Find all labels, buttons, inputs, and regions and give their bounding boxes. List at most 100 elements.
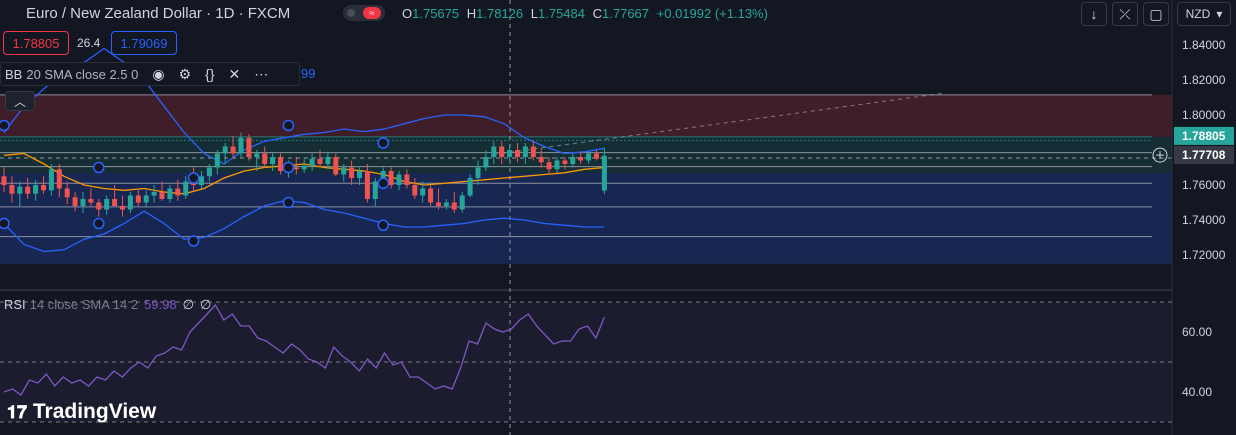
candle-body xyxy=(428,188,434,203)
price-label: 1.77708 xyxy=(1182,148,1226,162)
low-label: L xyxy=(530,6,538,21)
candle-body xyxy=(491,146,497,157)
collapse-legend-button[interactable]: ︿ xyxy=(5,91,35,111)
candle-body xyxy=(388,171,394,185)
symbol-title[interactable]: Euro / New Zealand Dollar · 1D · FXCM xyxy=(26,5,291,22)
fullscreen-icon: ▢ xyxy=(1149,5,1163,22)
price-tick-label: 1.74000 xyxy=(1182,213,1226,227)
market-status-indicator[interactable]: ≈ xyxy=(343,5,385,21)
candle-body xyxy=(467,178,473,196)
rsi-extra-2: ∅ xyxy=(199,297,212,312)
close-label: C xyxy=(592,6,603,21)
collapse-button[interactable]: ⤫ xyxy=(1112,2,1138,26)
candle-body xyxy=(562,160,568,164)
candle-body xyxy=(483,157,489,168)
buy-button[interactable]: 1.79069 xyxy=(111,31,177,55)
candle-body xyxy=(364,171,370,199)
candle-body xyxy=(120,206,125,210)
candle-body xyxy=(175,188,181,196)
candle-body xyxy=(293,167,299,170)
rsi-legend[interactable]: RSI 14 close SMA 14 2 59.98 ∅ ∅ xyxy=(4,297,211,313)
price-label-bg xyxy=(1174,126,1234,145)
add-alert-icon xyxy=(1152,147,1168,163)
candle-body xyxy=(459,195,465,210)
band-marker xyxy=(0,217,10,230)
logo-text: TradingView xyxy=(32,400,157,423)
gear-icon[interactable]: ⚙ xyxy=(178,65,192,82)
chevron-down-icon: ▾ xyxy=(1216,7,1223,21)
candle-body xyxy=(41,185,46,191)
band-marker xyxy=(377,177,389,189)
zone-blue xyxy=(0,172,1172,264)
candle-body xyxy=(412,185,418,196)
zone-red xyxy=(0,94,1172,137)
candle-body xyxy=(167,188,173,199)
candle-body xyxy=(586,153,592,161)
ohlc-values: O1.75675 H1.78126 L1.75484 C1.77667 +0.0… xyxy=(402,6,768,21)
indicator-name: BB xyxy=(5,66,23,82)
candle-body xyxy=(64,188,70,198)
fullscreen-button[interactable]: ▢ xyxy=(1143,2,1169,26)
candle-body xyxy=(183,181,189,196)
candle-body xyxy=(404,174,410,185)
tradingview-logo: 𝟏𝟕 TradingView xyxy=(7,400,156,424)
price-tick-label: 1.72000 xyxy=(1182,248,1226,262)
candle-body xyxy=(522,146,528,157)
candle-body xyxy=(88,199,94,203)
candle-body xyxy=(127,195,133,210)
candle-body xyxy=(309,158,315,166)
candle-body xyxy=(112,199,118,206)
spread-value: 26.4 xyxy=(77,36,101,50)
band-marker xyxy=(377,219,389,231)
band-marker xyxy=(377,137,389,149)
bb-indicator-legend[interactable]: BB 20 SMA close 2.5 0 ◉ ⚙ {} ✕ ⋯ xyxy=(0,62,300,86)
close-value: 1.77667 xyxy=(602,6,650,21)
candle-body xyxy=(1,176,7,185)
price-tick-label: 1.84000 xyxy=(1182,38,1226,52)
candle-body xyxy=(33,185,39,194)
candle-body xyxy=(420,188,426,196)
candle-body xyxy=(80,199,86,206)
candle-body xyxy=(254,153,260,157)
candle-body xyxy=(325,157,331,164)
rsi-tick-label: 60.00 xyxy=(1182,325,1212,339)
tv-logo-icon: 𝟏𝟕 xyxy=(7,402,28,422)
price-label-bg xyxy=(1174,146,1234,165)
candle-body xyxy=(507,150,513,157)
candle-body xyxy=(443,202,449,206)
rsi-name: RSI xyxy=(4,297,26,312)
rsi-tick-label: 40.00 xyxy=(1182,385,1212,399)
source-code-icon[interactable]: {} xyxy=(205,66,215,82)
price-tick-label: 1.80000 xyxy=(1182,108,1226,122)
rsi-value: 59.98 xyxy=(144,297,177,312)
band-marker xyxy=(282,161,295,174)
extension-line xyxy=(493,92,945,155)
candle-body xyxy=(601,155,607,191)
close-icon[interactable]: ✕ xyxy=(228,65,241,82)
candle-body xyxy=(199,176,204,185)
download-button[interactable]: ↓ xyxy=(1081,2,1107,26)
sell-button[interactable]: 1.78805 xyxy=(3,31,69,55)
candle-body xyxy=(451,202,457,210)
open-value: 1.75675 xyxy=(412,6,460,21)
candle-body xyxy=(96,202,102,210)
candle-body xyxy=(278,157,283,171)
currency-select[interactable]: NZD ▾ xyxy=(1177,2,1231,26)
open-label: O xyxy=(402,6,413,21)
candle-body xyxy=(262,153,268,164)
candle-body xyxy=(17,186,23,194)
candle-body xyxy=(317,158,323,164)
candle-body xyxy=(530,146,536,157)
eye-icon[interactable]: ◉ xyxy=(152,65,165,82)
candle-body xyxy=(570,157,576,164)
price-tick-label: 1.82000 xyxy=(1182,73,1226,87)
candle-body xyxy=(9,185,15,194)
indicator-partial-value: 99 xyxy=(301,66,316,81)
candle-body xyxy=(333,157,339,175)
candle-body xyxy=(515,150,520,157)
candle-body xyxy=(159,192,165,199)
bb-lower-line xyxy=(3,200,605,253)
wave-icon: ≈ xyxy=(363,7,381,19)
more-icon[interactable]: ⋯ xyxy=(254,65,269,82)
